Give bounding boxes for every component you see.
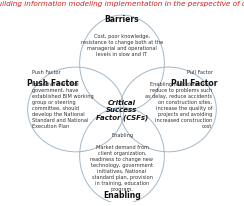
Text: Pull Factor

Enabling fault detection,
reduce to problems such
as delay, reduce : Pull Factor Enabling fault detection, re… bbox=[145, 70, 213, 128]
Text: Figure 2: Building information modeling implementation in the perspective of con: Figure 2: Building information modeling … bbox=[0, 1, 244, 7]
Text: Enabling

Market demand from
client organization,
readiness to change new
techno: Enabling Market demand from client organ… bbox=[91, 132, 153, 191]
Text: Barriers: Barriers bbox=[105, 15, 139, 24]
Text: Push Factor

Incentive from the
government, have
established BIM working
group o: Push Factor Incentive from the governmen… bbox=[31, 70, 93, 128]
Text: Critical
Success
Factor (CSFs): Critical Success Factor (CSFs) bbox=[96, 100, 148, 120]
Text: Cost, poor knowledge,
resistance to change both at the
managerial and operationa: Cost, poor knowledge, resistance to chan… bbox=[81, 34, 163, 57]
Text: Enabling: Enabling bbox=[103, 190, 141, 199]
Text: Push Factor: Push Factor bbox=[27, 79, 78, 88]
Text: Pull Factor: Pull Factor bbox=[171, 79, 217, 88]
